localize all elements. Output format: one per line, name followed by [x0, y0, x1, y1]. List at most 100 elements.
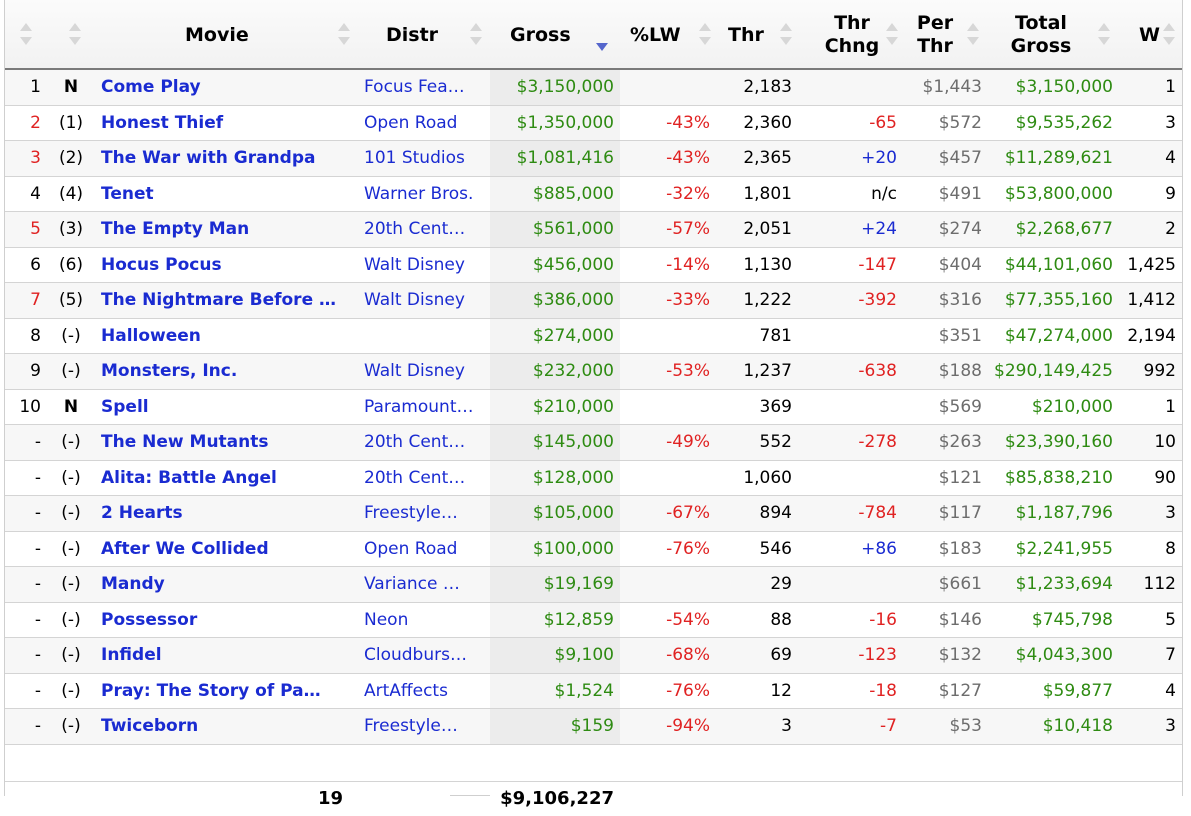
gross-cell: $145,000: [490, 424, 620, 461]
movie-title-link[interactable]: Tenet: [95, 176, 358, 212]
total-gross-cell: $3,150,000: [988, 69, 1119, 106]
distributor-link[interactable]: Cloudburs…: [358, 637, 490, 674]
gross-cell: $9,100: [490, 637, 620, 674]
distributor-link[interactable]: Walt Disney: [358, 282, 490, 319]
weeks-cell: 2: [1119, 211, 1182, 248]
distributor-link[interactable]: Open Road: [358, 531, 490, 567]
gross-column-header[interactable]: Gross: [490, 0, 620, 70]
distributor-link[interactable]: Neon: [358, 602, 490, 638]
movie-title-link[interactable]: Spell: [95, 389, 358, 425]
per-theater-cell: $188: [903, 353, 988, 390]
movie-title-link[interactable]: Twiceborn: [95, 708, 358, 745]
rank-cell: -: [5, 566, 47, 603]
total-gross-cell: $210,000: [988, 389, 1119, 425]
table-row: 1 N Come Play Focus Fea… $3,150,000 2,183 $1,4…: [5, 69, 1182, 106]
movie-title-link[interactable]: Possessor: [95, 602, 358, 638]
prev-rank-cell: (2): [47, 140, 95, 177]
movie-title-link[interactable]: The War with Grandpa: [95, 140, 358, 177]
per-thr-header-line2: Thr: [917, 35, 953, 57]
distributor-link[interactable]: Focus Fea…: [358, 69, 490, 106]
theater-change-cell: [798, 566, 903, 603]
movie-title-link[interactable]: Mandy: [95, 566, 358, 603]
movie-title-link[interactable]: Hocus Pocus: [95, 247, 358, 283]
total-gross-cell: $9,535,262: [988, 105, 1119, 141]
weeks-cell: 2,194: [1119, 318, 1182, 354]
sort-icon: [1098, 23, 1110, 45]
total-gross-cell: $44,101,060: [988, 247, 1119, 283]
total-gross-header-line2: Gross: [1010, 35, 1072, 57]
table-row: 4 (4) Tenet Warner Bros. $885,000 -32% 1,801 n/…: [5, 176, 1182, 212]
rank-column-header[interactable]: [5, 0, 47, 70]
gross-cell: $100,000: [490, 531, 620, 567]
thr-chng-header-line2: Chng: [824, 35, 880, 57]
prev-rank-cell: (-): [47, 566, 95, 603]
distr-column-header[interactable]: Distr: [358, 0, 490, 70]
movie-title-link[interactable]: Pray: The Story of Pa…: [95, 673, 358, 709]
table-row: - (-) 2 Hearts Freestyle… $105,000 -67% 894 -78…: [5, 495, 1182, 532]
weeks-cell: 3: [1119, 708, 1182, 745]
distributor-link[interactable]: Open Road: [358, 105, 490, 141]
theaters-cell: 12: [716, 673, 798, 709]
gross-cell: $456,000: [490, 247, 620, 283]
movie-title-link[interactable]: Monsters, Inc.: [95, 353, 358, 390]
movie-column-header[interactable]: Movie: [95, 0, 358, 70]
total-gross-cell: $11,289,621: [988, 140, 1119, 177]
distributor-link[interactable]: Warner Bros.: [358, 176, 490, 212]
gross-cell: $105,000: [490, 495, 620, 532]
distributor-link[interactable]: Freestyle…: [358, 495, 490, 532]
table-row: - (-) Mandy Variance … $19,169 29 $661 $1,233,6…: [5, 566, 1182, 603]
lw-header-label: %LW: [630, 24, 681, 46]
lw-column-header[interactable]: %LW: [620, 0, 716, 70]
movie-title-link[interactable]: The Nightmare Before …: [95, 282, 358, 319]
distributor-link[interactable]: 20th Cent…: [358, 460, 490, 496]
distributor-link[interactable]: Freestyle…: [358, 708, 490, 745]
weeks-cell: 90: [1119, 460, 1182, 496]
movie-title-link[interactable]: Infidel: [95, 637, 358, 674]
movie-title-link[interactable]: The New Mutants: [95, 424, 358, 461]
distributor-link[interactable]: ArtAffects: [358, 673, 490, 709]
distributor-link[interactable]: 101 Studios: [358, 140, 490, 177]
lw-cell: -43%: [620, 140, 716, 177]
footer-row: 19 $9,106,227: [5, 780, 1182, 816]
lw-cell: -54%: [620, 602, 716, 638]
per-theater-cell: $263: [903, 424, 988, 461]
rank-cell: 9: [5, 353, 47, 390]
lw-cell: -94%: [620, 708, 716, 745]
rank-cell: 5: [5, 211, 47, 248]
distributor-link[interactable]: Walt Disney: [358, 247, 490, 283]
prev-rank-cell: (-): [47, 424, 95, 461]
prev-rank-cell: (-): [47, 637, 95, 674]
movie-title-link[interactable]: 2 Hearts: [95, 495, 358, 532]
weeks-cell: 10: [1119, 424, 1182, 461]
thr-column-header[interactable]: Thr: [716, 0, 798, 70]
movie-title-link[interactable]: The Empty Man: [95, 211, 358, 248]
total-gross-column-header[interactable]: Total Gross: [988, 0, 1119, 70]
lw-cell: -68%: [620, 637, 716, 674]
table-row: 2 (1) Honest Thief Open Road $1,350,000 -43% 2…: [5, 105, 1182, 141]
movie-title-link[interactable]: Come Play: [95, 69, 358, 106]
movie-title-link[interactable]: Honest Thief: [95, 105, 358, 141]
distributor-link[interactable]: Variance …: [358, 566, 490, 603]
thr-chng-column-header[interactable]: Thr Chng: [798, 0, 903, 70]
distributor-link[interactable]: [358, 318, 490, 354]
distributor-link[interactable]: Walt Disney: [358, 353, 490, 390]
distributor-link[interactable]: 20th Cent…: [358, 424, 490, 461]
rank-cell: 10: [5, 389, 47, 425]
theaters-cell: 1,237: [716, 353, 798, 390]
table-row: 9 (-) Monsters, Inc. Walt Disney $232,000 -53…: [5, 353, 1182, 390]
weeks-cell: 7: [1119, 637, 1182, 674]
movie-title-link[interactable]: Alita: Battle Angel: [95, 460, 358, 496]
per-thr-column-header[interactable]: Per Thr: [903, 0, 988, 70]
weeks-column-header[interactable]: W: [1119, 0, 1182, 70]
movie-title-link[interactable]: After We Collided: [95, 531, 358, 567]
prev-rank-column-header[interactable]: [47, 0, 95, 70]
movie-title-link[interactable]: Halloween: [95, 318, 358, 354]
rank-cell: -: [5, 602, 47, 638]
distributor-link[interactable]: 20th Cent…: [358, 211, 490, 248]
distributor-link[interactable]: Paramount…: [358, 389, 490, 425]
prev-rank-cell: (-): [47, 673, 95, 709]
total-gross-cell: $59,877: [988, 673, 1119, 709]
theaters-cell: 781: [716, 318, 798, 354]
theaters-cell: 2,365: [716, 140, 798, 177]
table-row: - (-) Pray: The Story of Pa… ArtAffects $1,5…: [5, 673, 1182, 709]
